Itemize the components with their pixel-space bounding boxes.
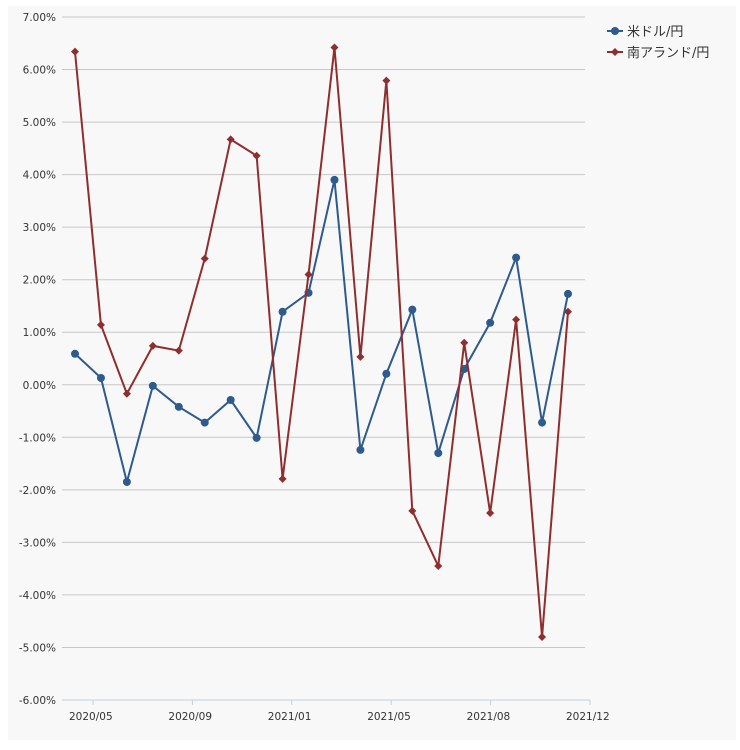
data-point [408,305,417,314]
data-point [382,369,391,378]
y-tick-label: 0.00% [23,380,56,392]
data-point [382,76,391,85]
series [71,43,572,641]
data-point [538,418,547,427]
data-point [330,175,339,184]
data-point [96,320,105,329]
legend-marker [611,48,619,56]
data-point [564,289,572,298]
y-tick-label: 1.00% [23,327,56,339]
y-tick-label: -4.00% [19,590,56,602]
series-1 [71,175,572,486]
data-point [71,47,79,56]
x-tick-label: 2021/01 [268,711,312,723]
y-tick-label: 6.00% [23,65,56,77]
x-axis: 2020/05 2020/09 2021/01 2021/05 2021/08 2021/… [62,699,610,723]
data-point [486,508,495,517]
data-point [226,135,235,144]
data-point [148,341,157,350]
y-tick-label: -5.00% [19,642,56,654]
data-point [278,307,287,316]
data-point [330,43,339,52]
x-tick-label: 2020/09 [168,711,212,723]
data-point [356,352,365,361]
y-tick-label: 2.00% [23,275,56,287]
y-tick-label: 7.00% [23,12,56,24]
data-point [304,270,313,279]
series-line [74,47,569,638]
data-point [174,346,183,355]
data-point [564,307,572,316]
y-tick-label: 3.00% [23,222,56,234]
data-point [356,445,365,454]
y-axis: 7.00% 6.00% 5.00% 4.00% 3.00% 2.00% 1.00% 0.00%… [19,12,56,707]
grid [62,16,585,648]
legend-label: 米ドル/円 [627,25,683,40]
y-tick-label: -2.00% [19,485,56,497]
y-tick-label: -1.00% [19,432,56,444]
data-point [434,449,443,458]
x-tick-label: 2021/08 [467,711,511,723]
data-point [122,477,131,486]
legend-label: 南アランド/円 [627,45,709,61]
data-point [460,338,469,347]
data-point [278,474,287,483]
data-point [226,396,235,405]
legend-marker [611,27,619,35]
data-point [486,318,495,327]
data-point [122,389,131,398]
data-point [512,315,521,324]
data-point [200,254,209,263]
x-tick-label: 2021/12 [566,711,610,723]
y-tick-label: -6.00% [19,695,56,707]
chart-panel [8,6,736,740]
data-point [512,253,521,262]
data-point [148,381,157,390]
data-point [71,349,79,358]
x-tick-label: 2020/05 [69,711,113,723]
data-point [252,433,261,442]
series-2 [71,43,572,641]
y-tick-label: 4.00% [23,170,56,182]
data-point [174,402,183,411]
y-tick-label: 5.00% [23,117,56,129]
series-line [74,179,569,486]
data-point [252,151,261,160]
data-point [408,506,417,515]
x-tick-label: 2021/05 [367,711,411,723]
data-point [434,562,443,571]
data-point [200,418,209,427]
data-point [96,373,105,382]
data-point [538,632,547,641]
y-tick-label: -3.00% [19,537,56,549]
